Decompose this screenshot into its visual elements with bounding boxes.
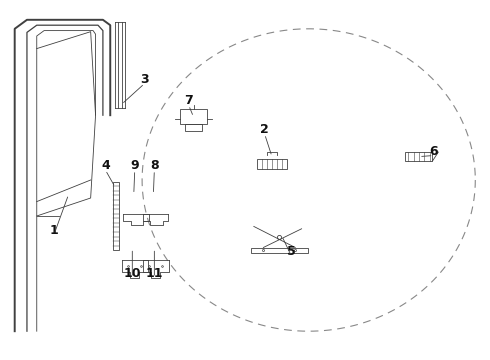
Bar <box>257 159 287 169</box>
Bar <box>185 124 202 131</box>
Text: 4: 4 <box>101 159 110 172</box>
Text: 3: 3 <box>140 73 149 86</box>
Bar <box>113 182 120 250</box>
Text: 2: 2 <box>260 123 269 136</box>
Text: 11: 11 <box>146 267 163 280</box>
Bar <box>406 152 433 161</box>
Bar <box>180 109 207 124</box>
Text: 5: 5 <box>287 246 296 258</box>
Bar <box>250 248 308 253</box>
Text: 8: 8 <box>150 159 159 172</box>
Text: 7: 7 <box>184 94 193 107</box>
Text: 1: 1 <box>49 224 58 237</box>
Text: 6: 6 <box>429 145 438 158</box>
Text: 10: 10 <box>123 267 141 280</box>
Text: 9: 9 <box>130 159 139 172</box>
